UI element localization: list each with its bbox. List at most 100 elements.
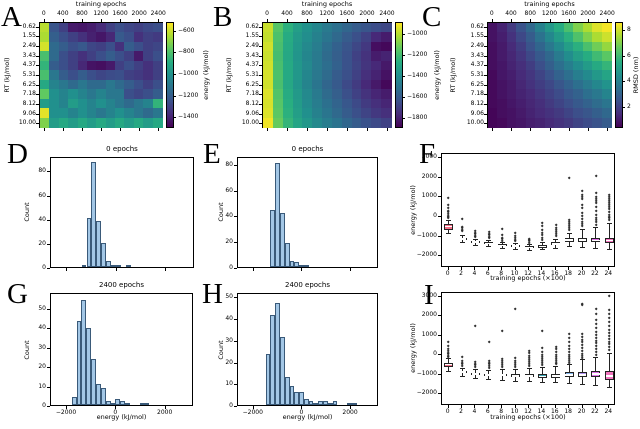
heatmap-cell	[292, 70, 304, 81]
heatmap-cell	[582, 32, 593, 43]
heatmap-cell	[302, 79, 313, 90]
hist-bar	[318, 400, 324, 405]
whisker-cap	[539, 381, 545, 383]
y-tick-label: 40	[38, 215, 46, 223]
heatmap-cell	[592, 108, 603, 119]
heatmap-cell	[525, 89, 537, 100]
heatmap-cell	[272, 70, 284, 81]
whisker-cap	[593, 248, 599, 250]
heatmap-cell	[341, 41, 353, 52]
outlier-point	[580, 206, 585, 211]
heatmap-cell	[77, 108, 88, 119]
heatmap-cell	[601, 51, 612, 62]
whisker-line	[555, 366, 557, 382]
y-tick-label: 0.62	[245, 22, 259, 30]
x-tick-label: 2	[459, 408, 463, 415]
colorbar-tick-mark	[623, 29, 625, 31]
x-tick-mark	[158, 19, 160, 22]
x-tick-mark	[487, 405, 489, 408]
heatmap-cell	[292, 51, 304, 62]
heatmap-cell	[516, 23, 527, 34]
heatmap-cell	[497, 51, 508, 62]
heatmap-cell	[582, 108, 593, 119]
x-tick-mark	[587, 19, 589, 22]
heatmap-cell	[77, 79, 88, 90]
whisker-cap	[446, 370, 452, 372]
heatmap-cell	[592, 41, 603, 52]
x-tick-label: 800	[301, 10, 313, 17]
heatmap-cell	[544, 32, 555, 43]
y-tick-label: 60	[225, 186, 233, 194]
heatmap-cell	[77, 41, 88, 52]
panel-label-a: A	[1, 1, 22, 33]
heatmap-cell	[361, 117, 373, 128]
colorbar	[395, 22, 403, 128]
x-tick-label: 0	[41, 10, 46, 17]
heatmap-cell	[563, 60, 574, 71]
heatmap-cell	[68, 32, 79, 43]
heatmap-cell	[96, 32, 107, 43]
colorbar-tick-label: −1400	[178, 113, 199, 121]
whisker-cap	[526, 249, 532, 251]
outlier-point	[500, 227, 504, 231]
heatmap-cell	[49, 98, 60, 109]
y-tick-mark	[47, 308, 50, 310]
outlier-point	[446, 340, 451, 344]
x-tick-mark	[587, 128, 589, 131]
heatmap-cell	[77, 98, 88, 109]
y-tick-label: 6.25	[470, 80, 484, 88]
heatmap-cell	[544, 41, 555, 52]
heatmap-cell	[554, 51, 565, 62]
heatmap-cell	[49, 23, 60, 34]
heatmap-cell	[86, 41, 98, 52]
heatmap-cell	[497, 98, 508, 109]
heatmap-cell	[124, 51, 135, 62]
outlier-point	[540, 221, 545, 225]
heatmap-cell	[381, 89, 392, 100]
heatmap-cell	[488, 23, 499, 34]
heatmap-cell	[525, 23, 537, 34]
whisker-cap	[539, 249, 545, 251]
heatmap-cell	[525, 108, 537, 119]
heatmap-cell	[322, 51, 333, 62]
y-tick-mark	[438, 255, 441, 257]
heatmap-cell	[525, 60, 537, 71]
x-tick-label: 14	[537, 270, 546, 277]
heatmap-cell	[601, 108, 612, 119]
y-tick-mark	[234, 216, 237, 218]
y-tick-mark	[438, 393, 441, 395]
x-tick-mark	[568, 128, 570, 131]
heatmap-cell	[371, 23, 382, 34]
heatmap-cell	[341, 32, 353, 43]
y-tick-mark	[484, 65, 487, 67]
heatmap-cell	[516, 79, 527, 90]
x-tick-mark	[367, 19, 368, 22]
outlier-point	[513, 231, 518, 235]
outlier-point	[607, 328, 611, 332]
heatmap-cell	[371, 41, 382, 52]
x-tick-mark	[66, 406, 68, 409]
heatmap-cell	[152, 23, 163, 34]
heatmap-cell	[582, 98, 593, 109]
y-tick-label: 20	[38, 363, 46, 371]
outlier-point	[513, 307, 518, 311]
x-tick-label: 20	[577, 270, 586, 277]
heatmap-cell	[272, 32, 284, 43]
y-tick-mark	[36, 55, 39, 57]
heatmap-cell	[497, 41, 508, 52]
whisker-cap	[580, 383, 586, 385]
colorbar-tick-mark	[174, 52, 176, 54]
heatmap-cell	[341, 23, 353, 34]
y-tick-label: 4.37	[470, 61, 484, 69]
heatmap-cell	[133, 32, 144, 43]
histogram-d	[50, 157, 194, 268]
heatmap-cell	[535, 23, 546, 34]
heatmap-cell	[361, 32, 373, 43]
heatmap-cell	[322, 41, 333, 52]
heatmap-cell	[68, 117, 79, 128]
heatmap-cell	[582, 23, 593, 34]
heatmap-cell	[58, 23, 69, 34]
hist-bar	[86, 328, 92, 405]
x-tick-mark	[120, 19, 122, 22]
hist-bar	[106, 261, 111, 267]
